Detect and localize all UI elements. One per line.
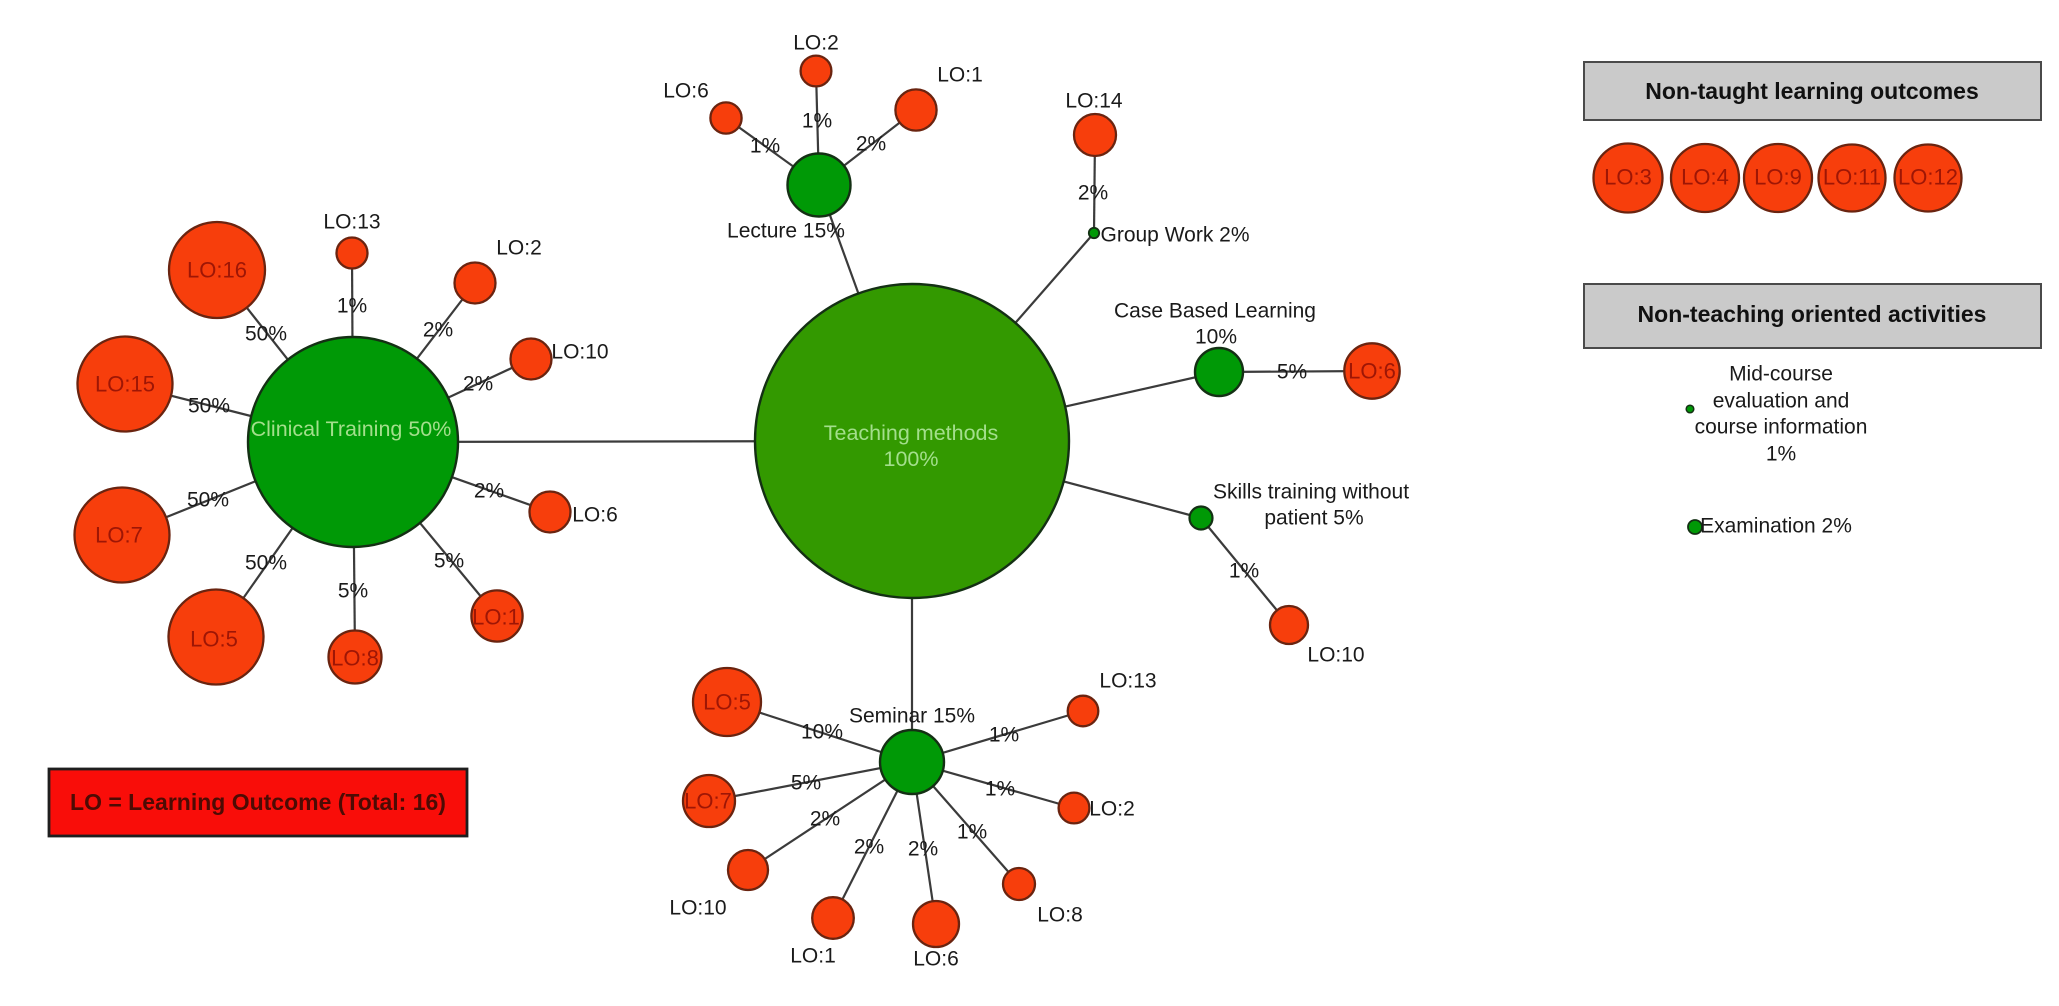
svg-text:LO:4: LO:4	[1681, 165, 1729, 190]
svg-text:LO:10: LO:10	[551, 341, 608, 364]
svg-text:LO:2: LO:2	[496, 237, 542, 260]
svg-text:Clinical Training 50%: Clinical Training 50%	[251, 417, 452, 441]
svg-text:Case Based Learning: Case Based Learning	[1114, 300, 1316, 323]
svg-text:LO:11: LO:11	[1823, 165, 1881, 190]
svg-text:1%: 1%	[989, 724, 1019, 747]
svg-text:LO:9: LO:9	[1754, 165, 1802, 190]
svg-text:LO:10: LO:10	[1307, 644, 1364, 667]
svg-text:LO:2: LO:2	[793, 32, 839, 55]
svg-text:2%: 2%	[908, 838, 938, 861]
svg-text:2%: 2%	[854, 836, 884, 859]
svg-text:1%: 1%	[802, 110, 832, 133]
svg-text:50%: 50%	[245, 323, 287, 346]
svg-text:Mid-course: Mid-course	[1729, 363, 1833, 386]
svg-text:LO:10: LO:10	[669, 897, 726, 920]
svg-text:2%: 2%	[810, 808, 840, 831]
svg-text:LO:12: LO:12	[1898, 165, 1958, 190]
svg-text:LO = Learning Outcome (Total:: LO = Learning Outcome (Total: 16)	[70, 789, 446, 815]
svg-text:LO:5: LO:5	[190, 627, 238, 652]
svg-text:1%: 1%	[1766, 443, 1796, 466]
svg-text:LO:6: LO:6	[572, 504, 618, 527]
svg-text:Group Work 2%: Group Work 2%	[1101, 224, 1250, 247]
svg-text:LO:1: LO:1	[472, 605, 520, 630]
svg-text:2%: 2%	[423, 319, 453, 342]
svg-text:patient 5%: patient 5%	[1264, 507, 1363, 530]
svg-text:2%: 2%	[1078, 182, 1108, 205]
svg-text:LO:7: LO:7	[684, 789, 732, 814]
svg-text:1%: 1%	[750, 135, 780, 158]
svg-text:10%: 10%	[801, 721, 843, 744]
svg-text:LO:3: LO:3	[1604, 165, 1652, 190]
svg-text:5%: 5%	[1277, 361, 1307, 384]
svg-text:5%: 5%	[791, 772, 821, 795]
svg-text:50%: 50%	[188, 395, 230, 418]
svg-text:1%: 1%	[337, 295, 367, 318]
svg-text:1%: 1%	[957, 821, 987, 844]
svg-text:100%: 100%	[884, 447, 939, 471]
svg-text:LO:2: LO:2	[1089, 798, 1135, 821]
svg-text:LO:7: LO:7	[95, 523, 143, 548]
svg-text:Teaching methods: Teaching methods	[824, 421, 999, 445]
svg-text:LO:8: LO:8	[1037, 904, 1083, 927]
svg-text:LO:6: LO:6	[1348, 359, 1396, 384]
svg-text:Skills training without: Skills training without	[1213, 481, 1409, 504]
svg-text:LO:16: LO:16	[187, 258, 247, 283]
svg-text:Seminar 15%: Seminar 15%	[849, 705, 975, 728]
svg-text:50%: 50%	[187, 489, 229, 512]
svg-text:5%: 5%	[434, 550, 464, 573]
svg-text:2%: 2%	[856, 133, 886, 156]
svg-text:2%: 2%	[474, 480, 504, 503]
svg-text:5%: 5%	[338, 580, 368, 603]
svg-text:LO:14: LO:14	[1065, 90, 1123, 113]
svg-text:1%: 1%	[985, 778, 1015, 801]
svg-text:Non-taught learning outcomes: Non-taught learning outcomes	[1645, 78, 1979, 104]
svg-text:2%: 2%	[463, 373, 493, 396]
svg-text:evaluation and: evaluation and	[1713, 390, 1850, 413]
svg-text:course information: course information	[1695, 416, 1868, 439]
svg-text:LO:13: LO:13	[1099, 670, 1156, 693]
svg-text:LO:1: LO:1	[937, 64, 983, 87]
svg-text:LO:8: LO:8	[331, 646, 379, 671]
svg-text:LO:5: LO:5	[703, 690, 751, 715]
svg-text:10%: 10%	[1195, 326, 1237, 349]
svg-text:LO:6: LO:6	[913, 948, 959, 971]
svg-text:Examination 2%: Examination 2%	[1700, 515, 1852, 538]
svg-text:LO:13: LO:13	[323, 211, 380, 234]
svg-text:1%: 1%	[1229, 560, 1259, 583]
svg-text:LO:15: LO:15	[95, 372, 155, 397]
svg-text:LO:1: LO:1	[790, 945, 836, 968]
svg-text:Lecture 15%: Lecture 15%	[727, 220, 845, 243]
svg-text:50%: 50%	[245, 552, 287, 575]
svg-text:Non-teaching oriented activiti: Non-teaching oriented activities	[1638, 301, 1987, 327]
svg-text:LO:6: LO:6	[663, 80, 709, 103]
